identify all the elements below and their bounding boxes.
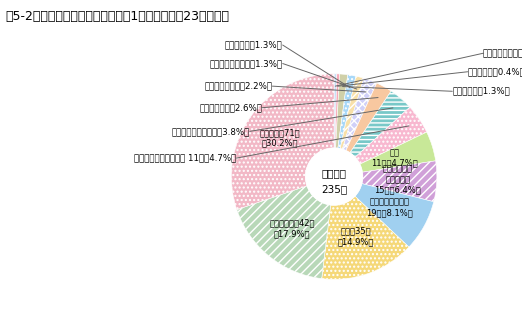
Wedge shape: [360, 132, 436, 172]
Text: おぼれ１人（0.4%）: おぼれ１人（0.4%）: [468, 67, 522, 76]
Wedge shape: [362, 161, 437, 202]
Text: 切れ・こすれ１人（0.4%）: 切れ・こすれ１人（0.4%）: [483, 49, 522, 58]
Text: 激突され６人（2.6%）: 激突され６人（2.6%）: [199, 103, 262, 112]
Wedge shape: [322, 196, 409, 279]
Wedge shape: [335, 74, 340, 148]
Text: 武道訓練　71人
（30.2%）: 武道訓練 71人 （30.2%）: [259, 128, 300, 147]
Wedge shape: [342, 78, 377, 150]
Text: 死傷者数: 死傷者数: [322, 168, 347, 179]
Wedge shape: [231, 74, 334, 210]
Wedge shape: [355, 184, 434, 247]
Text: 交通事故〔道路〕
19人（8.1%）: 交通事故〔道路〕 19人（8.1%）: [366, 198, 413, 217]
Wedge shape: [338, 75, 356, 148]
Text: 暴行等３人（1.3%）: 暴行等３人（1.3%）: [225, 41, 283, 49]
Text: 図5-2　事故の型別死傷者数〔休業1日以上（平成23年度）〕: 図5-2 事故の型別死傷者数〔休業1日以上（平成23年度）〕: [5, 10, 229, 23]
Text: 激突
11人（4.7%）: 激突 11人（4.7%）: [372, 148, 418, 167]
Text: その他３人（1.3%）: その他３人（1.3%）: [452, 87, 510, 96]
Text: 235人: 235人: [321, 184, 347, 194]
Wedge shape: [334, 74, 337, 148]
Text: 転倒　35人
（14.9%）: 転倒 35人 （14.9%）: [338, 227, 374, 246]
Wedge shape: [355, 107, 426, 164]
Text: 特殊危険災害３人（1.3%）: 特殊危険災害３人（1.3%）: [209, 59, 283, 68]
Wedge shape: [350, 91, 410, 157]
Text: 堕落・転落　42人
（17.9%）: 堕落・転落 42人 （17.9%）: [269, 219, 315, 238]
Wedge shape: [237, 186, 330, 279]
Text: レク・スポーツ９人（3.8%）: レク・スポーツ９人（3.8%）: [172, 127, 250, 136]
Circle shape: [305, 148, 363, 205]
Text: はさまれ・巻き込まれ 11人（4.7%）: はさまれ・巻き込まれ 11人（4.7%）: [134, 154, 236, 163]
Wedge shape: [346, 83, 391, 153]
Text: 飛来・落下５人（2.2%）: 飛来・落下５人（2.2%）: [205, 82, 272, 91]
Wedge shape: [336, 74, 348, 148]
Wedge shape: [340, 76, 364, 149]
Text: 動作の反動・
無理な動作
15人（6.4%）: 動作の反動・ 無理な動作 15人（6.4%）: [374, 165, 421, 195]
